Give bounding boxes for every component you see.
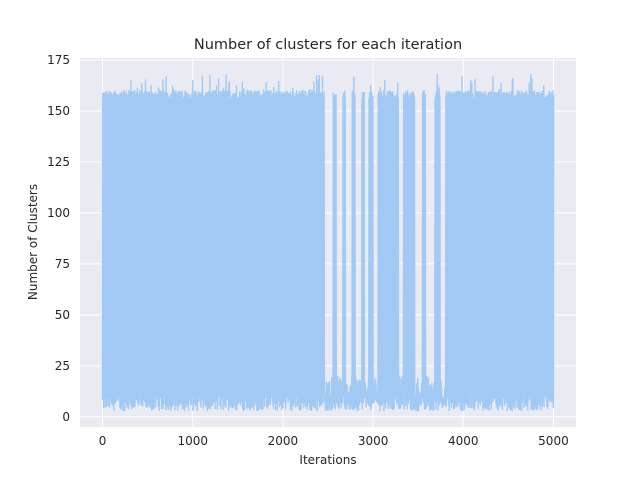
x-tick-label: 0 bbox=[99, 434, 107, 448]
x-tick-label: 2000 bbox=[268, 434, 299, 448]
x-tick-label: 5000 bbox=[538, 434, 569, 448]
chart-title: Number of clusters for each iteration bbox=[194, 37, 462, 53]
x-tick-label: 4000 bbox=[448, 434, 479, 448]
y-tick-label: 0 bbox=[62, 410, 70, 424]
x-tick-labels: 0 1000 2000 3000 4000 5000 bbox=[99, 434, 569, 448]
y-axis-label: Number of Clusters bbox=[26, 184, 40, 300]
x-tick-label: 1000 bbox=[177, 434, 208, 448]
y-tick-label: 25 bbox=[55, 359, 70, 373]
y-tick-label: 125 bbox=[47, 155, 70, 169]
series-line bbox=[101, 73, 555, 412]
y-tick-label: 175 bbox=[47, 53, 70, 67]
y-tick-label: 100 bbox=[47, 206, 70, 220]
y-tick-label: 50 bbox=[55, 308, 70, 322]
y-tick-label: 150 bbox=[47, 104, 70, 118]
x-axis-label: Iterations bbox=[299, 453, 356, 467]
y-tick-label: 75 bbox=[55, 257, 70, 271]
y-tick-labels: 0 25 50 75 100 125 150 175 bbox=[47, 53, 70, 424]
x-tick-label: 3000 bbox=[358, 434, 389, 448]
